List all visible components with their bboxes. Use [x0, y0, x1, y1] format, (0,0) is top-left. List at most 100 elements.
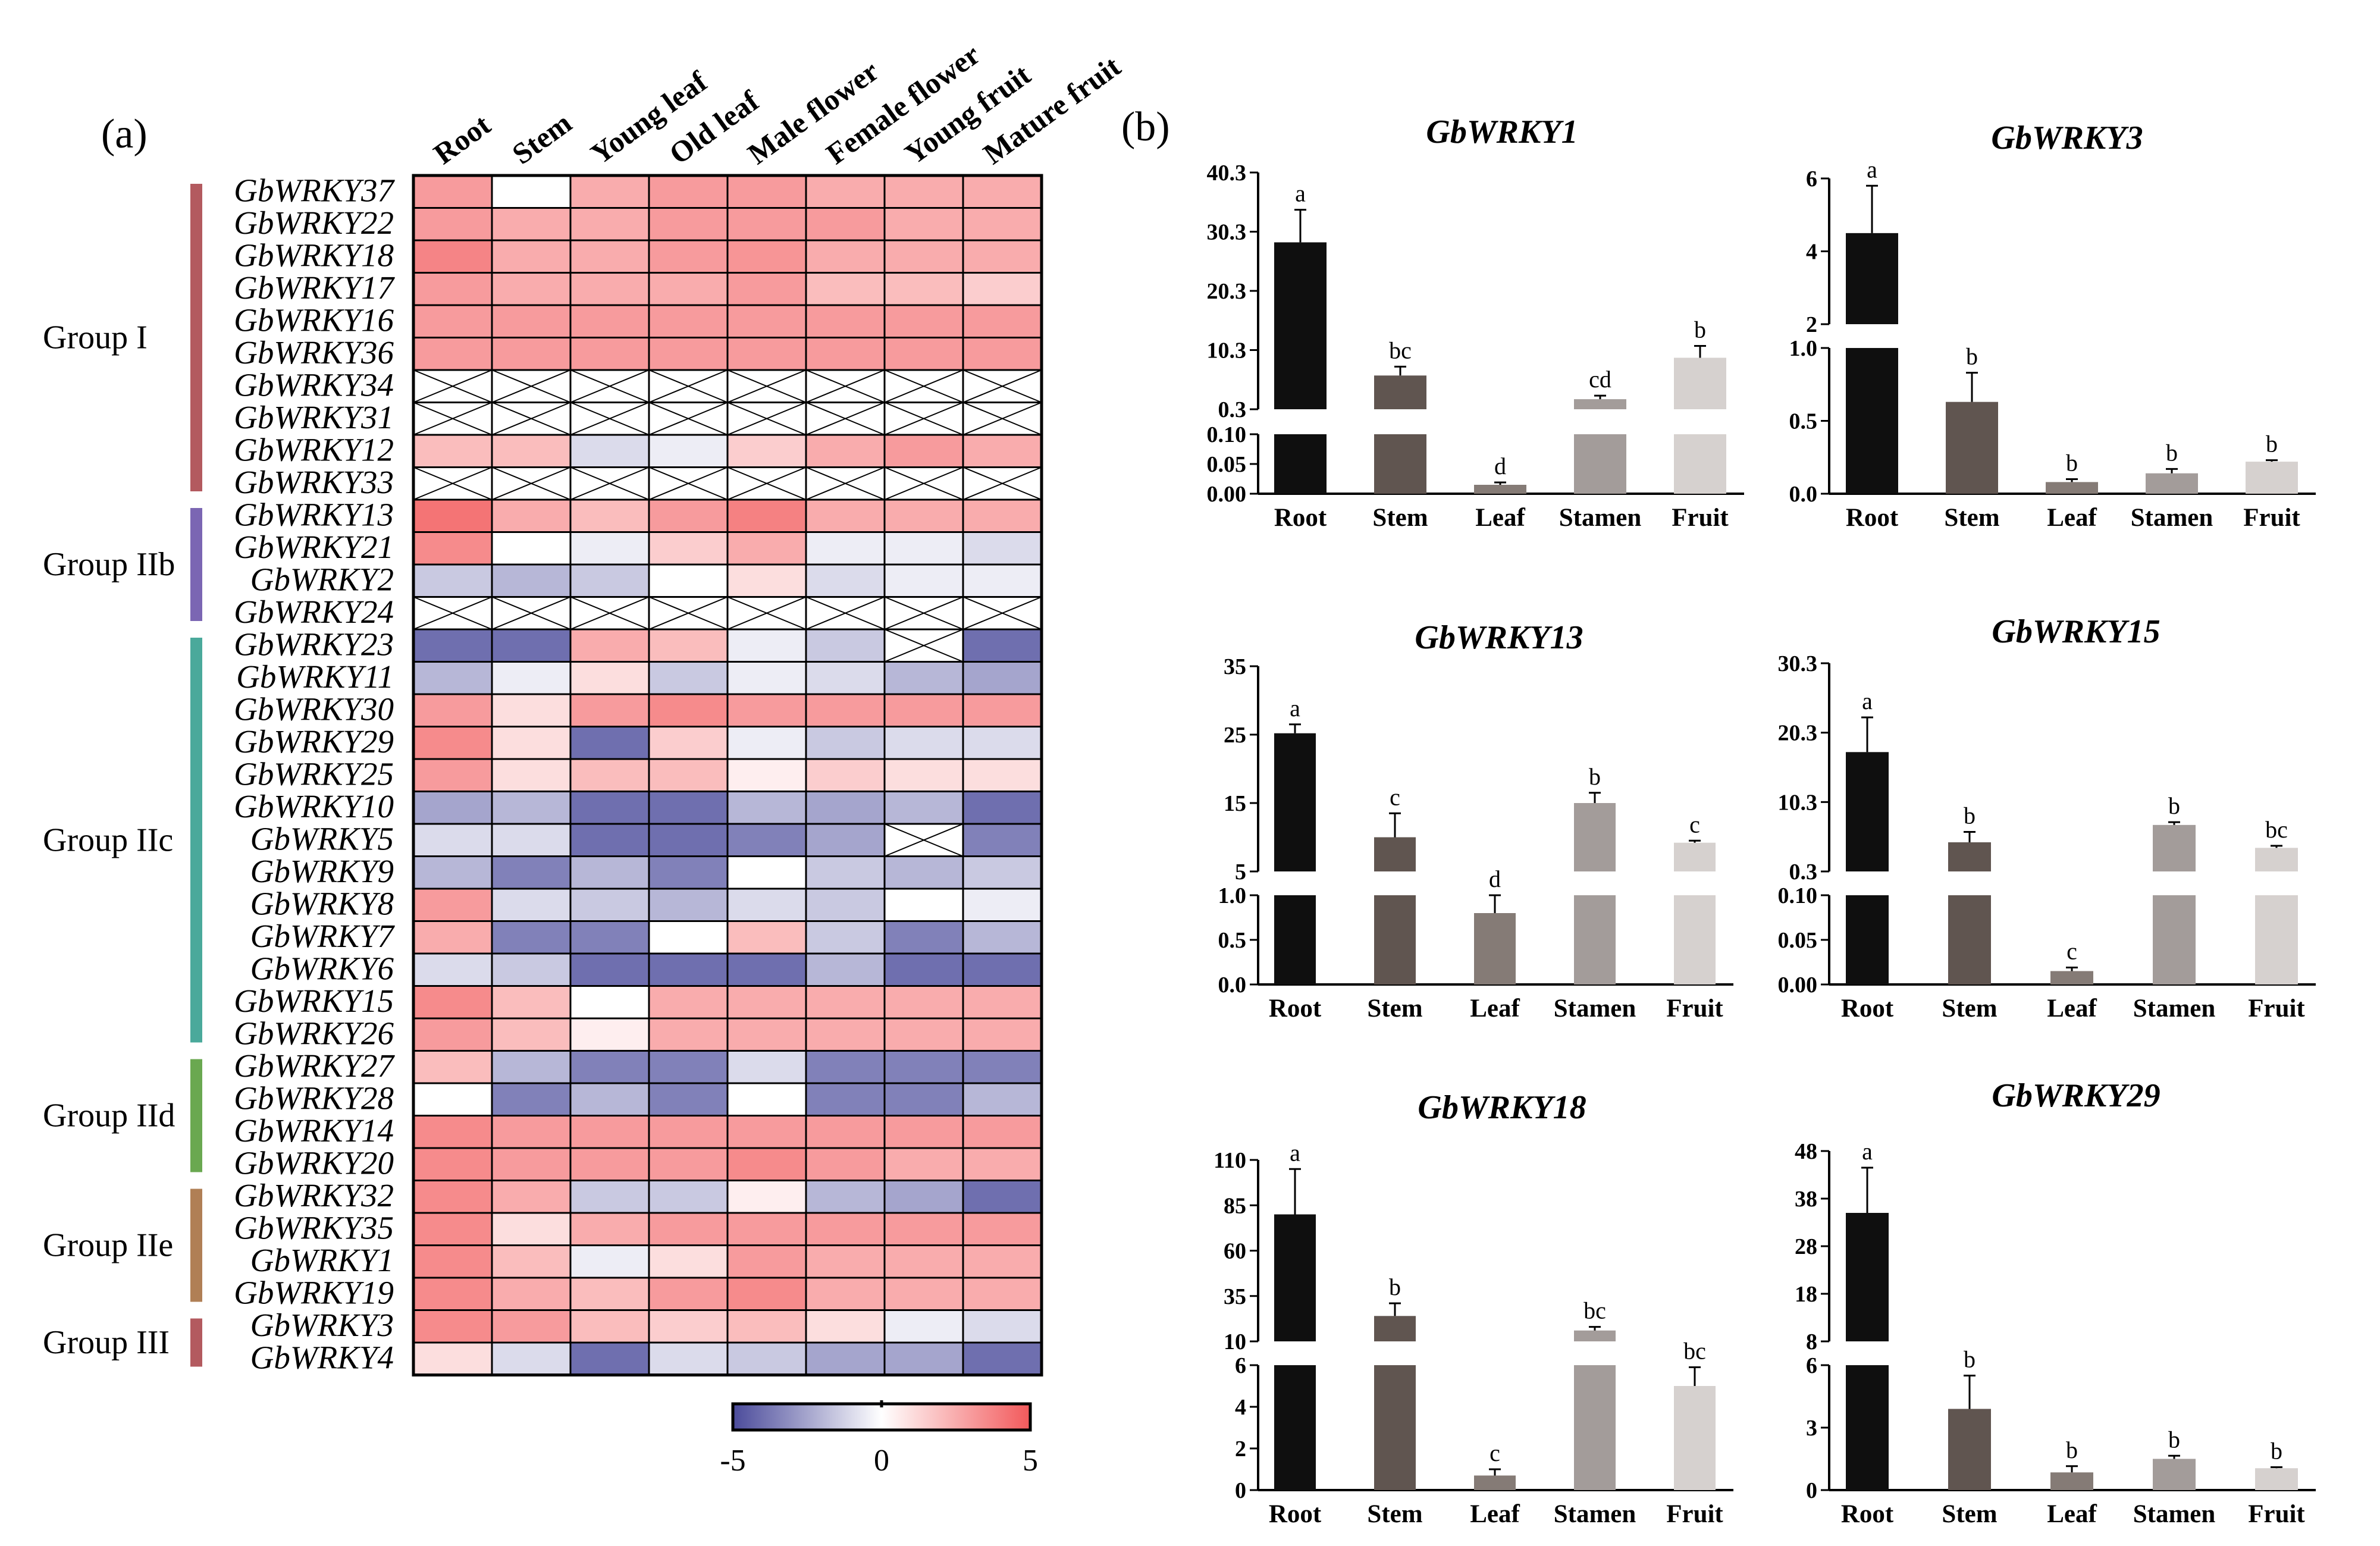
heatmap-cell: [805, 434, 886, 468]
significance-label: c: [1390, 783, 1400, 810]
x-tick-label: Stamen: [1554, 995, 1636, 1023]
heatmap-cell: [726, 174, 807, 209]
heatmap-cell: [491, 985, 572, 1020]
heatmap-cell: [962, 952, 1043, 987]
heatmap-cell: [805, 888, 886, 922]
heatmap-cell: [805, 1180, 886, 1214]
heatmap-cell: [805, 1341, 886, 1376]
heatmap-cell: [569, 1050, 650, 1084]
heatmap-cell: [726, 888, 807, 922]
y-tick-label: 20.3: [1207, 279, 1247, 304]
bar: [2255, 1468, 2298, 1490]
chart-title: GbWRKY3: [1991, 120, 2143, 156]
row-label: GbWRKY19: [234, 1275, 394, 1311]
row-label: GbWRKY5: [250, 821, 394, 857]
heatmap-cell: [412, 985, 493, 1020]
row-label: GbWRKY17: [234, 269, 395, 306]
cell-cross-line: [805, 402, 885, 435]
bar-chart-GbWRKY29: GbWRKY29 0 3 68 18 28 38 48 a Root b Stem b Leaf b Stam…: [1795, 1077, 2316, 1528]
cell-cross-line: [648, 596, 728, 630]
row-label: GbWRKY14: [234, 1112, 394, 1149]
heatmap-cell: [569, 337, 650, 371]
heatmap-cell: [883, 1147, 964, 1181]
heatmap-cell: [883, 174, 964, 209]
cell-cross-line: [413, 596, 493, 630]
heatmap-cell: [412, 563, 493, 598]
chart-title: GbWRKY15: [1992, 613, 2160, 650]
heatmap-cell: [569, 434, 650, 468]
row-label: GbWRKY32: [234, 1177, 394, 1213]
x-tick-label: Leaf: [1475, 504, 1525, 532]
heatmap-cell: [883, 1180, 964, 1214]
heatmap-cell: [726, 498, 807, 533]
heatmap-cell: [491, 272, 572, 306]
heatmap-cell: [491, 1180, 572, 1214]
y-tick-label: 0.10: [1778, 883, 1818, 908]
x-tick-label: Stamen: [2133, 1500, 2216, 1528]
heatmap-cell: [648, 1309, 729, 1344]
significance-label: bc: [1583, 1297, 1606, 1324]
heatmap-cell: [648, 239, 729, 274]
x-tick-label: Stamen: [2133, 995, 2216, 1023]
group-label: Group IIc: [43, 821, 173, 858]
chart-title: GbWRKY18: [1418, 1089, 1586, 1126]
heatmap-cell: [648, 920, 729, 955]
bar: [2146, 473, 2198, 494]
heatmap-cell: [805, 1212, 886, 1246]
y-tick-label: 0.10: [1207, 422, 1247, 447]
heatmap-cell: [726, 791, 807, 825]
y-tick-label: 6: [1235, 1353, 1246, 1378]
heatmap-cell: [412, 207, 493, 242]
cell-cross-line: [570, 596, 650, 630]
heatmap-cell: [726, 661, 807, 695]
chart-title: GbWRKY1: [1426, 114, 1578, 150]
heatmap-cell: [569, 272, 650, 306]
heatmap-cell: [805, 791, 886, 825]
heatmap-cell: [805, 563, 886, 598]
heatmap-cell: [805, 693, 886, 727]
row-label: GbWRKY11: [236, 658, 394, 695]
heatmap-cell: [491, 693, 572, 727]
heatmap-cell: [962, 1212, 1043, 1246]
heatmap-cell: [648, 855, 729, 890]
heatmap-cell: [491, 726, 572, 760]
heatmap-cell: [412, 888, 493, 922]
significance-label: b: [2271, 1438, 2282, 1465]
heatmap-cell: [412, 1180, 493, 1214]
row-label: GbWRKY31: [234, 399, 394, 435]
group-bar: [190, 1318, 202, 1367]
significance-label: a: [1862, 688, 1873, 714]
row-label: GbWRKY3: [250, 1307, 394, 1343]
heatmap-cell: [726, 952, 807, 987]
bar: [1674, 358, 1726, 409]
row-label: GbWRKY24: [234, 594, 394, 630]
heatmap-cell: [648, 1277, 729, 1311]
panel-label-b: (b): [1121, 104, 1170, 150]
heatmap-cell: [883, 207, 964, 242]
bar-chart-GbWRKY18: GbWRKY18 0 2 4 610 35 60 85 110 a Root b Stem c Leaf bc…: [1213, 1089, 1733, 1528]
x-tick-label: Leaf: [1470, 995, 1520, 1023]
significance-label: b: [1589, 763, 1601, 790]
heatmap-cell: [726, 758, 807, 792]
column-label: Stem: [506, 106, 578, 171]
heatmap: GbWRKY37GbWRKY22GbWRKY18GbWRKY17GbWRKY16…: [43, 37, 1127, 1478]
cell-cross-line: [648, 466, 728, 500]
significance-label: a: [1290, 1139, 1300, 1166]
y-tick-label: 48: [1795, 1139, 1817, 1164]
heatmap-cell: [962, 434, 1043, 468]
heatmap-cell: [491, 758, 572, 792]
bar: [1474, 913, 1516, 984]
heatmap-cell: [883, 855, 964, 890]
row-label: GbWRKY1: [250, 1242, 394, 1278]
y-tick-label: 6: [1806, 1353, 1817, 1378]
bar: [1574, 434, 1626, 494]
cell-cross-line: [884, 466, 964, 500]
heatmap-cell: [569, 239, 650, 274]
heatmap-cell: [726, 304, 807, 338]
column-label: Root: [428, 108, 497, 171]
y-tick-label: 8: [1806, 1329, 1817, 1354]
heatmap-cell: [883, 726, 964, 760]
heatmap-cell: [648, 563, 729, 598]
cell-cross-line: [805, 596, 885, 630]
significance-label: c: [1689, 811, 1700, 838]
